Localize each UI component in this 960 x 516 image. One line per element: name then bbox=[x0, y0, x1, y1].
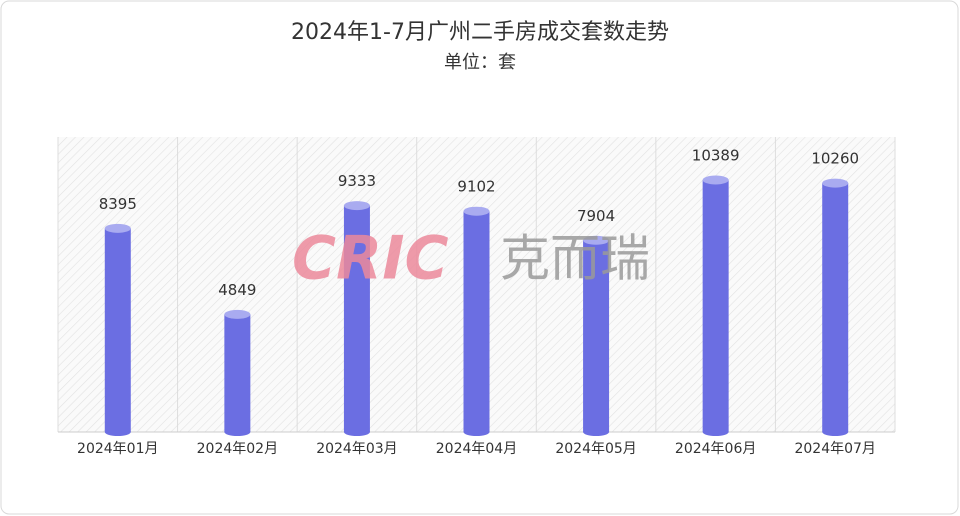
bar-cap bbox=[702, 175, 729, 185]
data-label: 9333 bbox=[338, 172, 376, 190]
data-label: 10389 bbox=[692, 147, 740, 165]
watermark-logo: CRIC bbox=[292, 224, 449, 294]
data-label: 10260 bbox=[811, 150, 859, 168]
chart-title: 2024年1-7月广州二手房成交套数走势 bbox=[291, 20, 669, 45]
bar-cap bbox=[463, 206, 490, 216]
chart-subtitle: 单位：套 bbox=[444, 52, 516, 73]
x-tick-label: 2024年04月 bbox=[436, 441, 517, 457]
bar bbox=[343, 205, 370, 432]
bar bbox=[702, 180, 729, 432]
data-label: 7904 bbox=[577, 207, 615, 225]
watermark: CRIC 克而瑞 bbox=[292, 224, 650, 294]
data-label: 8395 bbox=[99, 195, 137, 213]
data-label: 9102 bbox=[457, 178, 495, 196]
x-tick-label: 2024年07月 bbox=[794, 441, 875, 457]
plot-area: 2024年01月 8395 2024年02月 4849 2024年03月 9333 2024… bbox=[57, 137, 896, 457]
bar bbox=[224, 314, 251, 432]
data-label: 4849 bbox=[218, 281, 256, 299]
bar bbox=[463, 211, 490, 432]
bar-cap bbox=[104, 223, 131, 233]
watermark-text: 克而瑞 bbox=[500, 230, 650, 288]
x-tick-label: 2024年06月 bbox=[675, 441, 756, 457]
x-tick-label: 2024年03月 bbox=[316, 441, 397, 457]
bar bbox=[822, 183, 849, 432]
bar-cap bbox=[822, 178, 849, 188]
bar bbox=[583, 240, 610, 432]
bar-cap bbox=[224, 309, 251, 319]
x-tick-label: 2024年01月 bbox=[77, 441, 158, 457]
x-tick-label: 2024年05月 bbox=[555, 441, 636, 457]
x-tick-label: 2024年02月 bbox=[197, 441, 278, 457]
bar-cap bbox=[583, 235, 610, 245]
bar bbox=[104, 228, 131, 432]
bar-cap bbox=[343, 201, 370, 211]
